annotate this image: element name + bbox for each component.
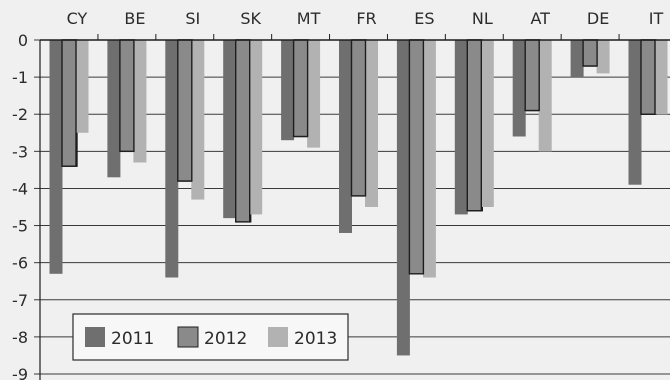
y-tick-label: -5 [12,217,28,236]
legend-label-2012: 2012 [204,329,247,349]
bar-2011-NL [454,40,468,215]
bars [49,39,668,356]
bar-2012-SK-front [234,39,251,223]
y-tick-label: -7 [12,291,28,310]
category-label-AT: AT [530,9,550,28]
bar-2012-IT-front [640,39,656,115]
y-tick-labels: 0 -1 -2 -3 -4 -5 -6 -7 -8 -9 [12,31,28,380]
y-tick-label: -1 [12,68,28,87]
bar-2011-AT [512,40,526,137]
category-label-SK: SK [240,9,261,28]
bar-2012-MT-front [292,39,309,138]
y-tick-label: -8 [12,328,28,347]
legend-swatch-2012 [177,326,199,348]
y-tick-label: -3 [12,142,28,161]
bar-2013-IT [654,40,668,115]
category-label-FR: FR [356,9,376,28]
bar-2011-SK [223,40,237,219]
bar-2012-SI-front [177,39,193,182]
legend-label-2013: 2013 [294,329,337,349]
category-labels: CY BE SI SK MT FR ES NL AT DE IT [67,9,664,28]
category-label-DE: DE [587,9,609,28]
bar-2013-SI [191,40,205,200]
legend-swatch-2013 [268,327,288,347]
category-label-BE: BE [124,9,145,28]
bar-2011-DE [570,40,584,78]
bar-2011-MT [281,40,295,141]
y-tick-label: 0 [18,31,28,50]
category-label-IT: IT [649,9,664,28]
bar-2013-ES [422,40,436,278]
bar-2012-ES-front [408,39,425,275]
bar-2013-SK [249,40,263,215]
bar-2013-MT [307,40,321,148]
y-tick-label: -4 [12,179,28,198]
category-label-CY: CY [67,9,88,28]
category-label-SI: SI [185,9,200,28]
category-label-MT: MT [297,9,321,28]
bar-2011-CY [49,40,63,274]
y-tick-label: -6 [12,254,28,273]
legend-label-2011: 2011 [111,329,154,349]
category-label-ES: ES [414,9,434,28]
bar-2013-AT [538,40,552,152]
legend-swatch-2011 [85,327,105,347]
bar-2013-BE [133,40,147,163]
bar-2011-IT [628,40,642,185]
bar-2012-DE-front [582,39,598,67]
bar-2012-AT-front [524,39,540,112]
y-tick-label: -2 [12,105,28,124]
bar-2013-CY [75,40,89,133]
bar-2012-NL-front [466,39,482,212]
bar-2012-FR-front [350,39,367,197]
bar-2011-FR [339,40,352,233]
bar-2013-DE [596,40,610,74]
bar-2012-BE-front [119,39,135,153]
bar-2013-FR [365,40,378,207]
legend: 2011 2012 2013 [72,313,349,361]
bar-2012-CY-front [61,39,77,167]
y-tick-label: -9 [12,365,28,380]
bar-2011-SI [165,40,179,278]
legend-box [72,313,349,361]
bar-2013-NL [480,40,494,207]
category-label-NL: NL [472,9,493,28]
bar-2011-BE [107,40,121,178]
bar-2011-ES [396,40,410,356]
axes [34,34,670,380]
